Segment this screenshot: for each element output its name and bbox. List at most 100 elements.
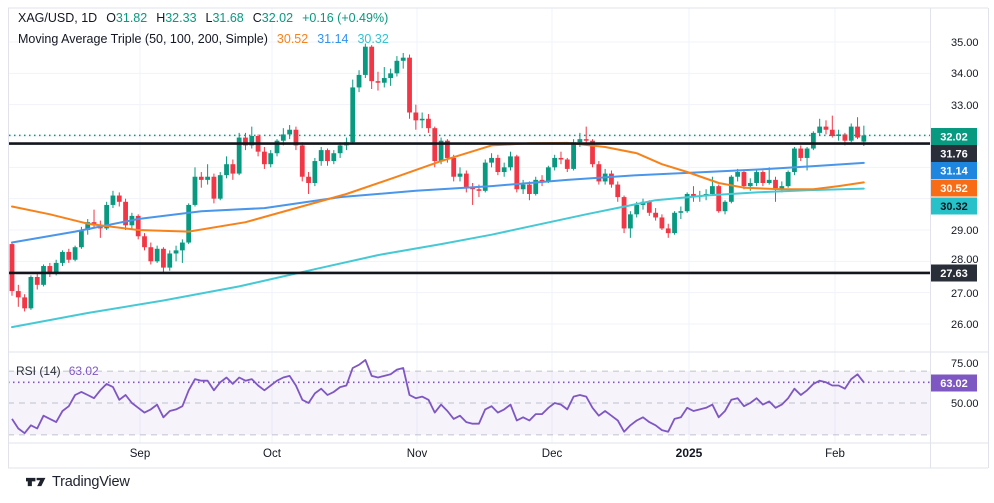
candle-body — [855, 126, 860, 138]
candle-body — [810, 132, 816, 149]
symbol-legend[interactable]: XAG/USD, 1D O31.82 H32.33 L31.68 C32.02 … — [18, 11, 388, 25]
price-axis[interactable]: 35.00 34.00 33.00 29.00 28.00 27.00 26.00 75.00… — [951, 37, 979, 410]
candle-body — [520, 184, 526, 190]
candle-body — [362, 46, 368, 75]
candle-body — [230, 164, 236, 174]
candles[interactable] — [9, 43, 867, 312]
candle-body — [861, 135, 867, 142]
candle-body — [287, 129, 293, 135]
candle-body — [728, 176, 734, 202]
rsi-plot[interactable] — [8, 359, 930, 435]
ma-line-200 — [11, 187, 865, 329]
rsi-indicator-title[interactable]: RSI (14) — [16, 364, 61, 378]
tradingview-logo-icon — [26, 477, 46, 487]
candle-body — [274, 140, 280, 154]
price-tick-label: 29.00 — [951, 225, 979, 237]
time-axis-label-Sep: Sep — [130, 448, 150, 460]
candle-body — [15, 291, 21, 298]
candle-body — [53, 262, 59, 274]
candle-body — [457, 173, 463, 177]
candle-body — [659, 217, 665, 229]
candle-body — [148, 247, 154, 262]
candle-body — [224, 164, 229, 176]
candle-body — [293, 129, 299, 146]
time-axis-label-Feb: Feb — [825, 448, 845, 460]
candle-body — [47, 266, 53, 274]
price-change: +0.16 (+0.49%) — [302, 11, 389, 25]
time-axis-label-Nov: Nov — [407, 448, 428, 460]
candle-body — [116, 195, 122, 202]
candle-body — [60, 251, 65, 263]
candle-body — [394, 60, 400, 74]
ohlc-high: H32.33 — [156, 11, 197, 25]
candle-body — [754, 172, 759, 183]
candle-body — [85, 222, 91, 230]
candle-body — [691, 193, 696, 198]
svg-text:31.14: 31.14 — [940, 166, 968, 178]
candle-body — [596, 164, 602, 182]
candle-body — [609, 173, 614, 185]
svg-text:30.52: 30.52 — [940, 183, 968, 195]
price-level-lines — [9, 134, 930, 275]
candle-body — [249, 135, 255, 146]
time-axis[interactable]: Sep Oct Nov Dec 2025 Feb — [130, 446, 845, 460]
price-tick-label: 34.00 — [951, 68, 979, 80]
candle-body — [766, 179, 772, 183]
candle-body — [627, 214, 633, 229]
rsi-indicator-legend[interactable]: RSI (14) 63.02 — [16, 364, 99, 378]
candle-body — [489, 157, 494, 163]
candle-body — [747, 182, 753, 187]
candle-body — [331, 153, 337, 162]
candle-body — [564, 159, 570, 169]
candle-body — [539, 179, 545, 182]
candle-body — [350, 87, 356, 143]
tradingview-logo[interactable]: TradingView — [26, 474, 130, 490]
candle-body — [9, 244, 15, 292]
ma-indicator-title[interactable]: Moving Average Triple (50, 100, 200, Sim… — [18, 32, 268, 46]
candle-body — [590, 140, 595, 165]
ohlc-open: O31.82 — [106, 11, 148, 25]
candle-body — [722, 201, 728, 212]
pane-frame — [8, 7, 989, 469]
ma100-value: 31.14 — [317, 32, 349, 46]
candle-body — [508, 156, 513, 168]
candle-body — [236, 137, 242, 174]
candle-body — [545, 167, 551, 182]
candle-body — [848, 126, 854, 141]
candle-body — [79, 229, 84, 248]
price-badge-31.76: 31.76 — [931, 145, 977, 162]
candle-body — [34, 276, 40, 285]
candle-body — [476, 189, 482, 191]
symbol-title[interactable]: XAG/USD, 1D — [18, 11, 98, 25]
candle-body — [451, 157, 457, 177]
candle-body — [104, 204, 110, 229]
candle-body — [615, 184, 621, 198]
candle-body — [527, 184, 532, 194]
rsi-line — [11, 359, 865, 435]
ma-indicator-legend[interactable]: Moving Average Triple (50, 100, 200, Sim… — [18, 32, 389, 46]
time-axis-label-2025: 2025 — [676, 446, 703, 460]
candle-body — [318, 150, 324, 162]
price-badge-63.02: 63.02 — [931, 374, 977, 392]
candle-body — [716, 186, 722, 212]
candle-body — [381, 78, 387, 83]
candle-body — [501, 167, 507, 173]
candle-body — [388, 73, 393, 79]
candle-body — [779, 186, 785, 190]
candle-body — [621, 197, 627, 229]
candle-body — [110, 195, 116, 205]
ma50-value: 30.52 — [276, 32, 309, 46]
candle-body — [198, 176, 204, 180]
candle-body — [299, 145, 305, 177]
candle-body — [792, 148, 797, 173]
candle-body — [829, 129, 835, 136]
svg-text:63.02: 63.02 — [940, 378, 968, 390]
price-badge-30.32: 30.32 — [931, 197, 977, 215]
candle-body — [444, 140, 450, 158]
candle-body — [552, 157, 558, 168]
candle-body — [369, 46, 375, 82]
time-axis-label-Oct: Oct — [263, 448, 282, 460]
svg-text:27.63: 27.63 — [940, 268, 968, 280]
candle-body — [634, 204, 640, 215]
